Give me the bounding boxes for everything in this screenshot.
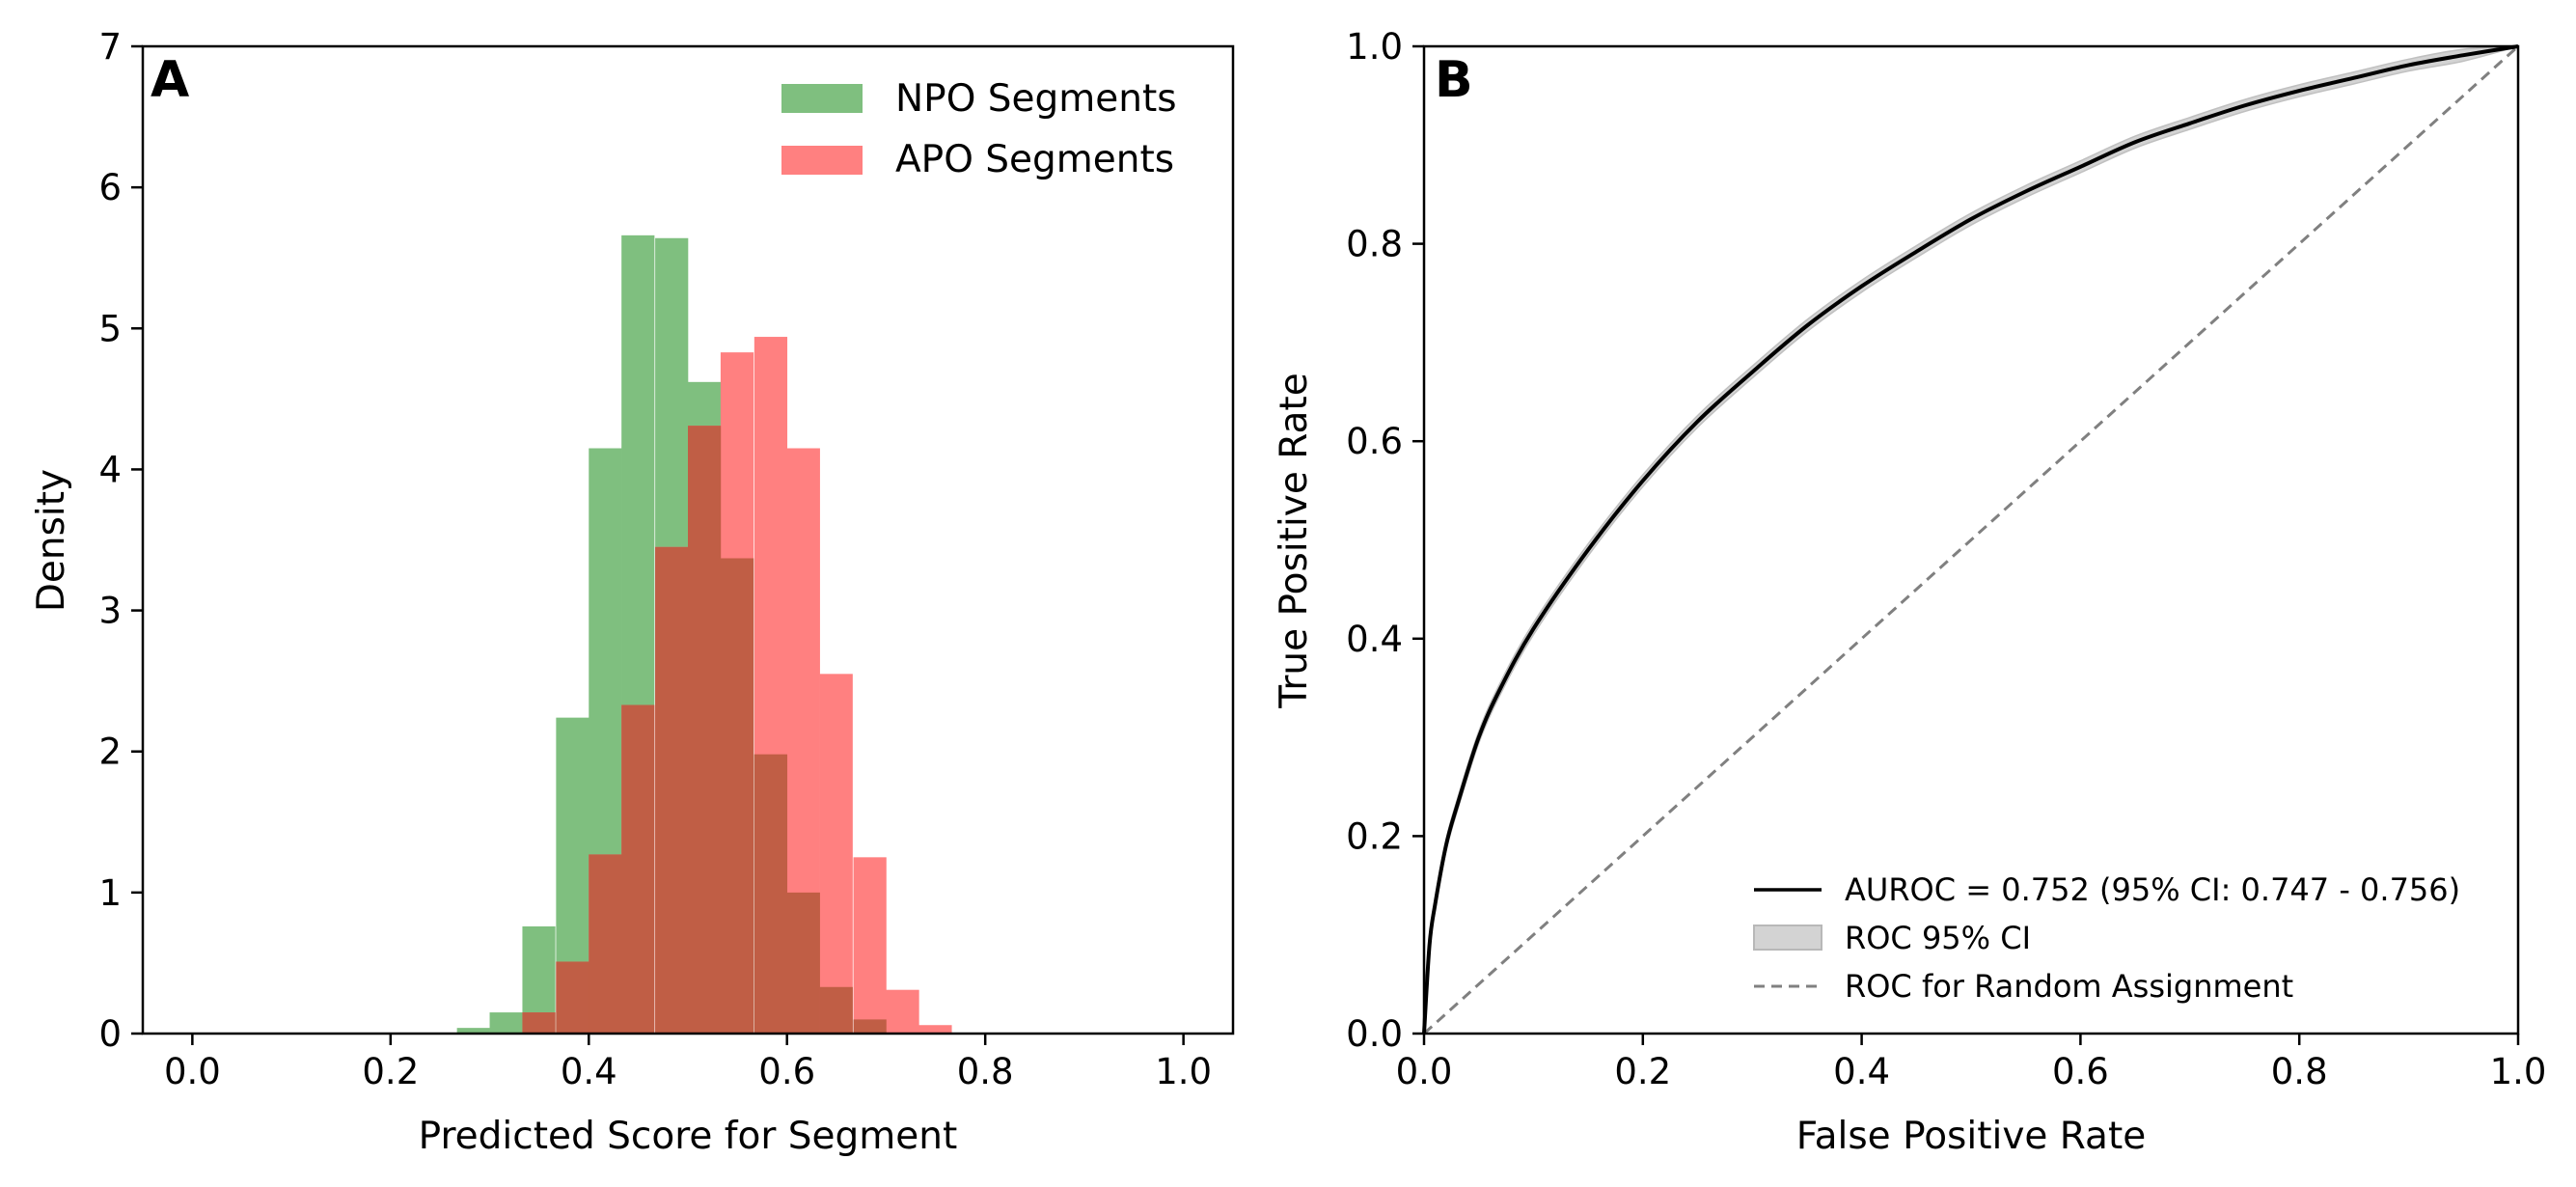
apo-bar-9 xyxy=(819,674,853,1034)
panel-b-roc: 0.0 0.2 0.4 0.6 0.8 1.0 0.0 0.2 0.4 0.6 0.8 1.0 B F… xyxy=(1273,26,2546,1158)
overlap-bar-8 xyxy=(786,892,820,1034)
npo-bar-0 xyxy=(456,1028,490,1034)
a-y-tick-label-0: 0 xyxy=(98,1013,122,1055)
a-y-tick-label-3: 3 xyxy=(98,591,122,632)
panel-a-ticks: 0.0 0.2 0.4 0.6 0.8 1.0 0 1 2 3 4 5 6 7 xyxy=(98,26,1212,1092)
b-x-tick-label-2: 0.4 xyxy=(1833,1051,1890,1092)
panel-b-y-axis-label: True Positive Rate xyxy=(1273,373,1316,708)
overlap-bar-5 xyxy=(688,426,722,1035)
b-y-tick-label-0: 0.0 xyxy=(1346,1013,1403,1055)
random-assignment-line xyxy=(1422,44,2520,1035)
apo-bar-11 xyxy=(886,989,919,1034)
b-x-tick-label-4: 0.8 xyxy=(2271,1051,2328,1092)
panel-b-letter: B xyxy=(1435,51,1473,109)
a-x-tick-label-2: 0.4 xyxy=(561,1051,617,1092)
legend-swatch-apo xyxy=(781,146,863,175)
panel-a-histogram: 0.0 0.2 0.4 0.6 0.8 1.0 0 1 2 3 4 5 6 7 A Predicted S… xyxy=(30,26,1235,1158)
a-x-tick-label-1: 0.2 xyxy=(362,1051,419,1092)
legend-swatch-npo xyxy=(781,84,863,113)
panel-a-y-axis-label: Density xyxy=(30,469,73,612)
apo-bar-10 xyxy=(853,857,887,1034)
a-x-tick-label-4: 0.8 xyxy=(957,1051,1014,1092)
overlap-bar-0 xyxy=(522,1012,556,1034)
b-y-tick-label-2: 0.4 xyxy=(1346,619,1403,660)
legend-swatch-ci xyxy=(1753,925,1822,951)
panel-a-frame xyxy=(141,44,1235,1035)
apo-bar-12 xyxy=(918,1025,952,1034)
a-y-tick-label-7: 7 xyxy=(98,26,122,68)
b-y-tick-label-5: 1.0 xyxy=(1346,26,1403,68)
panel-a-legend: NPO Segments APO Segments xyxy=(781,77,1177,181)
b-x-tick-label-5: 1.0 xyxy=(2490,1051,2547,1092)
panel-b-legend: AUROC = 0.752 (95% CI: 0.747 - 0.756) RO… xyxy=(1753,871,2460,1005)
legend-label-random: ROC for Random Assignment xyxy=(1845,968,2293,1005)
legend-label-ci: ROC 95% CI xyxy=(1845,920,2031,956)
a-x-tick-label-5: 1.0 xyxy=(1155,1051,1212,1092)
a-y-tick-label-5: 5 xyxy=(98,308,122,349)
b-y-tick-label-1: 0.2 xyxy=(1346,815,1403,857)
a-x-tick-label-3: 0.6 xyxy=(758,1051,815,1092)
panel-a-x-axis-label: Predicted Score for Segment xyxy=(419,1115,958,1158)
panel-b-frame xyxy=(1422,44,2520,1035)
legend-label-auroc: AUROC = 0.752 (95% CI: 0.747 - 0.756) xyxy=(1845,871,2460,908)
a-y-tick-label-6: 6 xyxy=(98,167,122,208)
a-y-tick-label-4: 4 xyxy=(98,449,122,490)
b-x-tick-label-3: 0.6 xyxy=(2052,1051,2109,1092)
panel-a-letter: A xyxy=(151,51,189,109)
b-x-tick-label-0: 0.0 xyxy=(1396,1051,1453,1092)
b-x-tick-label-1: 0.2 xyxy=(1614,1051,1671,1092)
roc-curve xyxy=(1422,44,2519,1035)
panel-b-x-axis-label: False Positive Rate xyxy=(1796,1115,2146,1158)
overlap-bar-6 xyxy=(720,558,754,1034)
legend-label-npo: NPO Segments xyxy=(895,77,1177,121)
a-x-tick-label-0: 0.0 xyxy=(164,1051,221,1092)
overlap-bar-4 xyxy=(655,546,689,1034)
panel-b-ticks: 0.0 0.2 0.4 0.6 0.8 1.0 0.0 0.2 0.4 0.6 0.8 1.0 xyxy=(1346,26,2546,1092)
b-y-tick-label-3: 0.6 xyxy=(1346,421,1403,462)
b-y-tick-label-4: 0.8 xyxy=(1346,224,1403,265)
npo-bar-1 xyxy=(489,1012,523,1034)
a-y-tick-label-2: 2 xyxy=(98,732,122,773)
overlap-bar-2 xyxy=(589,854,622,1034)
overlap-bar-3 xyxy=(621,704,655,1034)
overlap-bar-9 xyxy=(819,986,853,1034)
overlap-bar-7 xyxy=(754,754,788,1034)
a-y-tick-label-1: 1 xyxy=(98,872,122,914)
overlap-bar-1 xyxy=(556,961,589,1034)
legend-label-apo: APO Segments xyxy=(895,138,1174,181)
overlap-bar-10 xyxy=(853,1019,887,1034)
histogram-bars xyxy=(456,235,952,1035)
